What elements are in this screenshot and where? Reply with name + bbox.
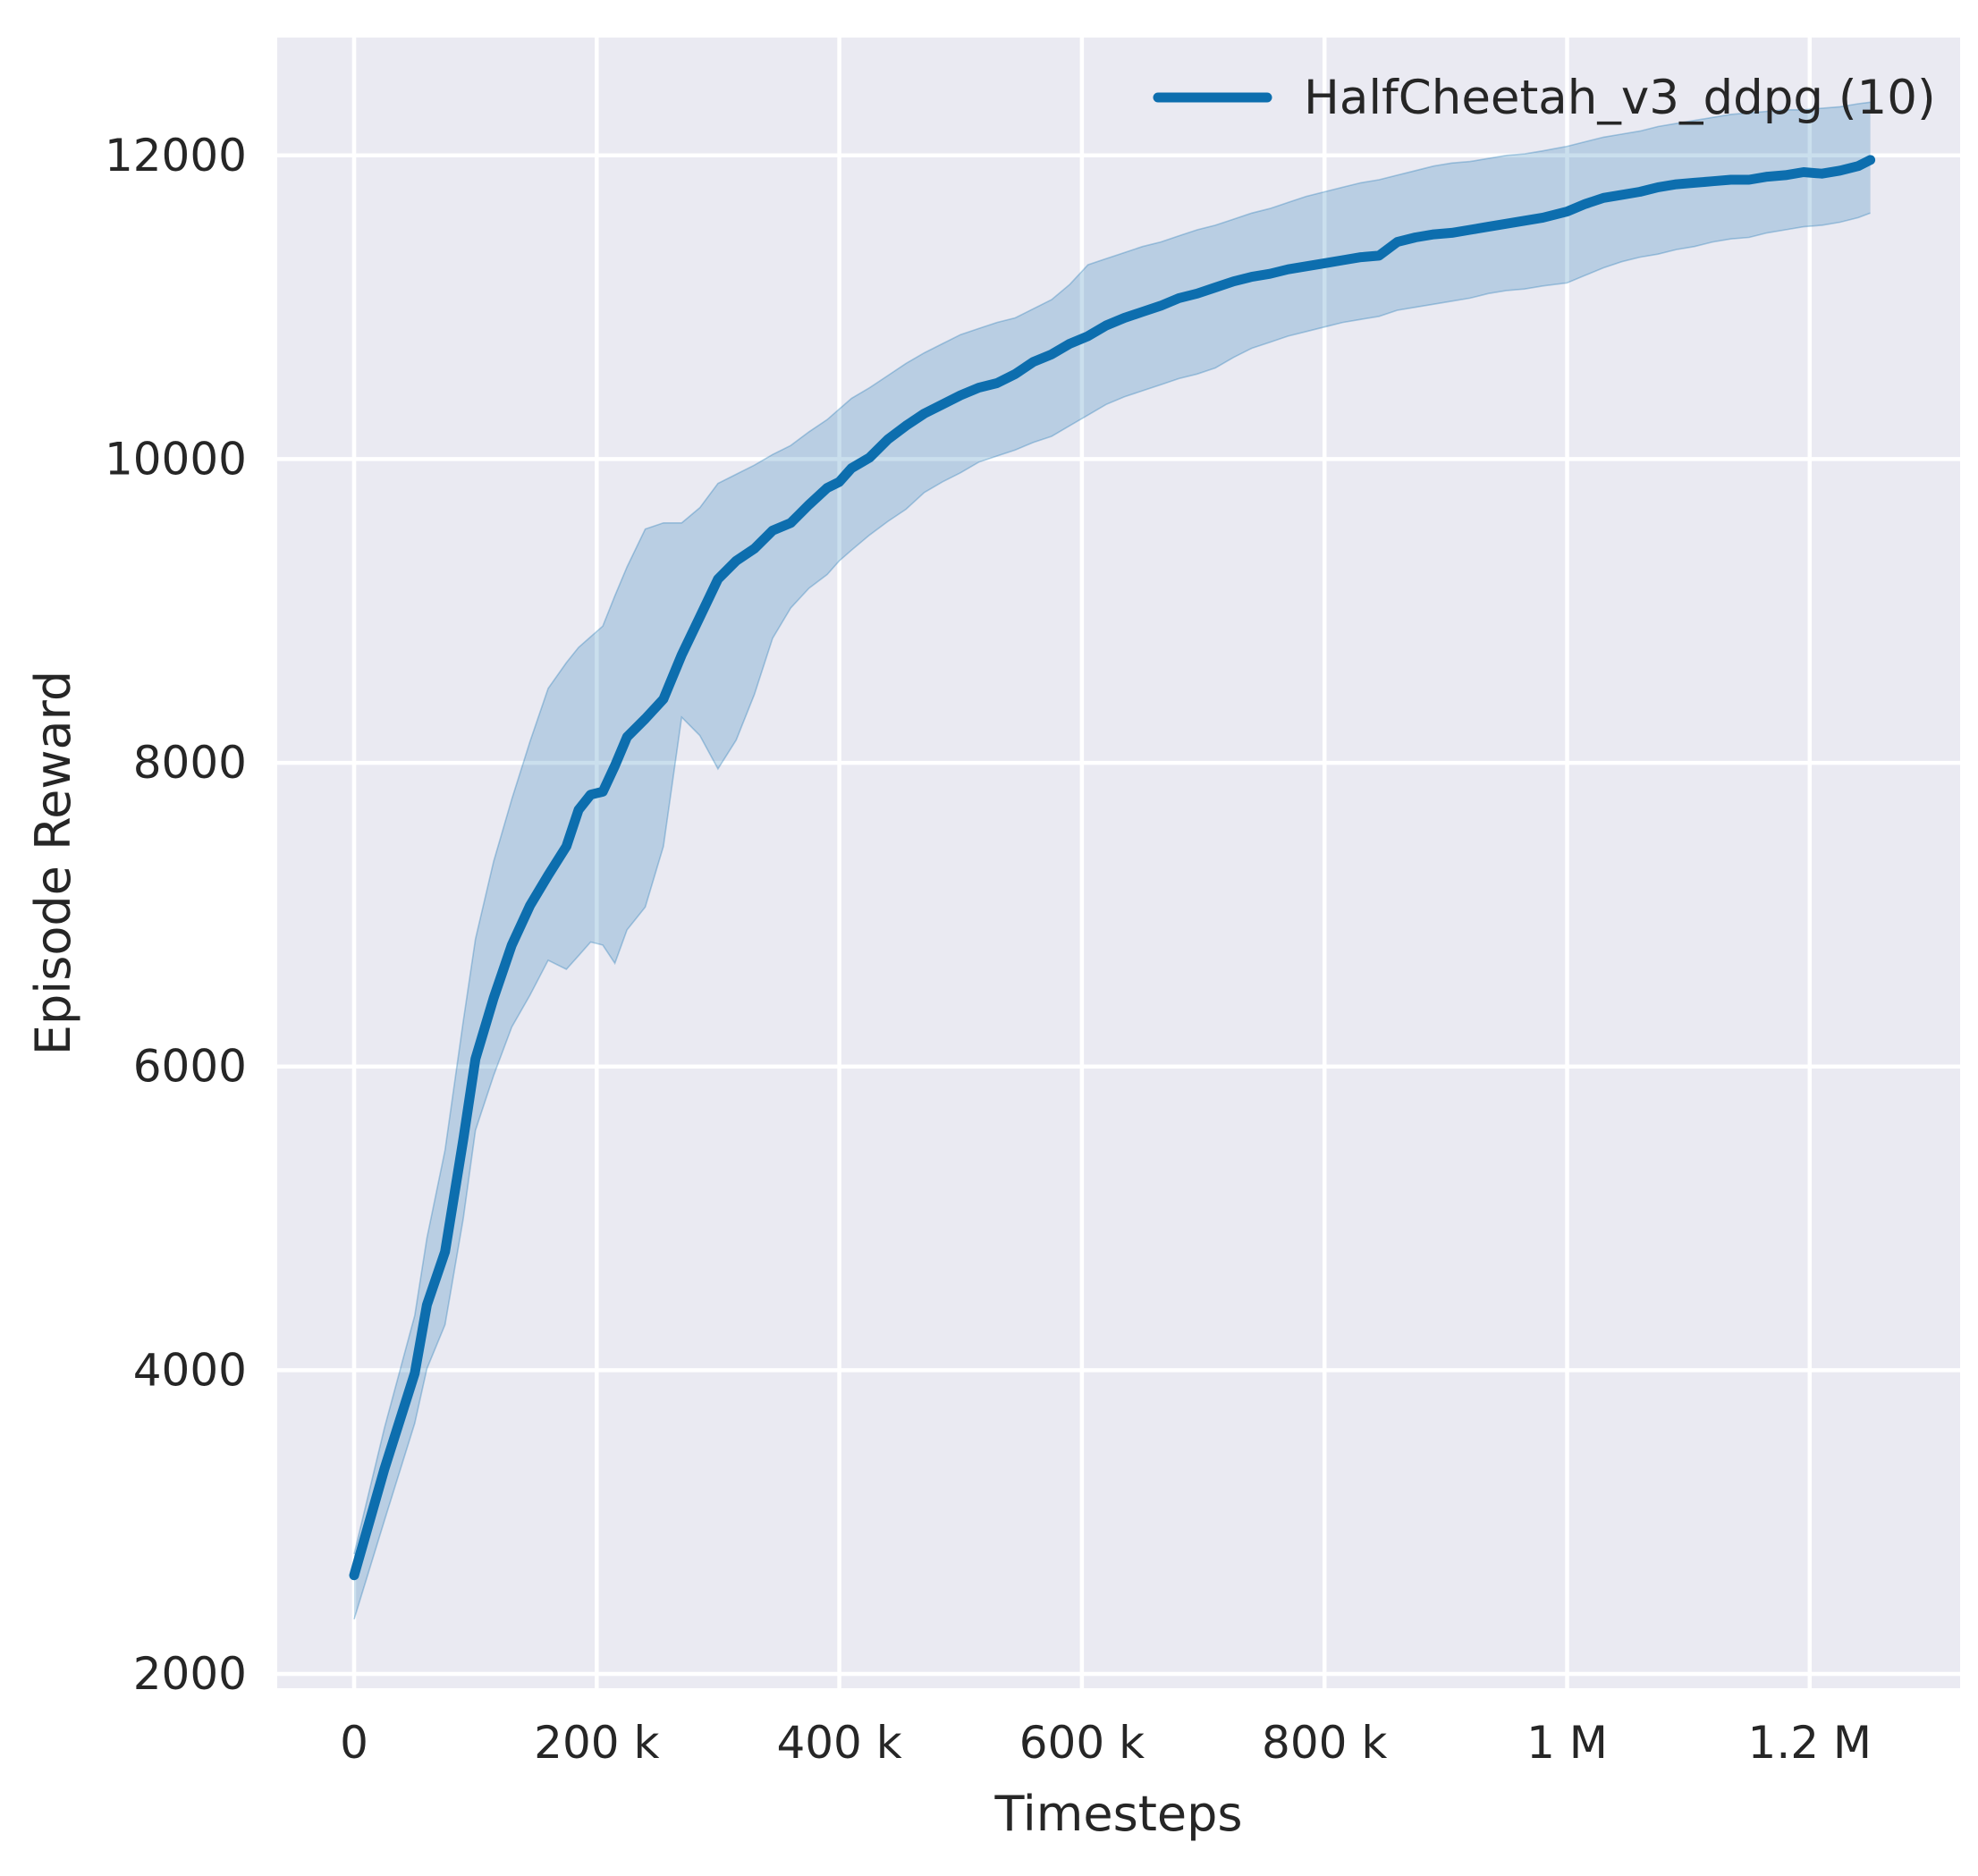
confidence-band-upper-edge — [353, 101, 1871, 1555]
x-tick-label: 600 k — [1019, 1717, 1145, 1769]
mean-reward-line — [349, 155, 1876, 1581]
x-tick-label: 0 — [340, 1717, 368, 1769]
y-tick-label: 8000 — [133, 737, 247, 789]
y-axis-label: Episode Reward — [25, 671, 81, 1055]
y-tick-label: 4000 — [133, 1344, 247, 1396]
legend: HalfCheetah_v3_ddpg (10) — [1153, 71, 1936, 125]
y-tick-label: 12000 — [105, 130, 247, 182]
x-axis-label: Timesteps — [993, 1786, 1242, 1842]
y-tick-label: 6000 — [133, 1041, 247, 1093]
y-tick-label: 2000 — [133, 1648, 247, 1700]
grid-layer — [277, 38, 1960, 1688]
legend-entry-label: HalfCheetah_v3_ddpg (10) — [1304, 71, 1936, 125]
x-tick-label: 200 k — [534, 1717, 659, 1769]
x-tick-label: 800 k — [1262, 1717, 1387, 1769]
tick-layer: 0 200 k 400 k 600 k 800 k 1 M 1.2 M 2000 4000 600… — [105, 130, 1872, 1769]
series-layer — [349, 101, 1876, 1620]
x-tick-label: 1.2 M — [1748, 1717, 1872, 1769]
x-tick-label: 1 M — [1526, 1717, 1608, 1769]
confidence-band-lower-edge — [353, 212, 1871, 1620]
x-tick-label: 400 k — [776, 1717, 901, 1769]
y-tick-label: 10000 — [105, 433, 247, 485]
confidence-band — [354, 102, 1871, 1619]
